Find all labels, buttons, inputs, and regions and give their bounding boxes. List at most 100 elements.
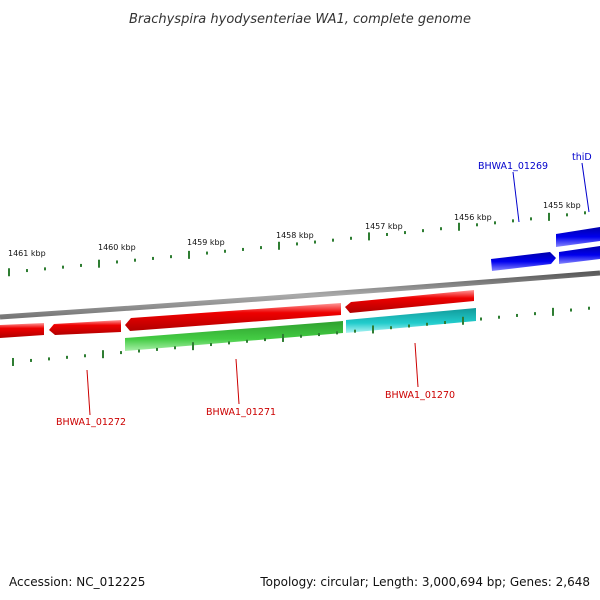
minor-tick bbox=[26, 269, 28, 273]
minor-tick bbox=[336, 331, 338, 335]
gene-feature-BHWA1-01272[interactable] bbox=[49, 320, 121, 335]
minor-tick bbox=[120, 351, 122, 355]
lower-features bbox=[125, 308, 476, 351]
minor-tick bbox=[350, 236, 352, 240]
label-BHWA1-01269[interactable]: BHWA1_01269 bbox=[478, 161, 548, 172]
gene-feature-thiD[interactable] bbox=[556, 227, 600, 247]
minor-tick bbox=[588, 306, 590, 310]
minor-tick bbox=[242, 247, 244, 251]
map-title: Brachyspira hyodysenteriae WA1, complete… bbox=[129, 12, 471, 27]
major-tick bbox=[282, 333, 284, 342]
genome-summary-text: Topology: circular; Length: 3,000,694 bp… bbox=[259, 575, 590, 589]
major-tick bbox=[102, 350, 104, 359]
gene-feature-red-1[interactable] bbox=[0, 323, 44, 338]
minor-tick bbox=[566, 213, 568, 217]
minor-tick bbox=[264, 338, 266, 342]
minor-tick bbox=[408, 324, 410, 328]
major-tick bbox=[278, 241, 280, 250]
outer-tick-track bbox=[8, 211, 586, 277]
label-BHWA1-01270[interactable]: BHWA1_01270 bbox=[385, 390, 455, 401]
gene-feature-green[interactable] bbox=[125, 321, 343, 351]
minor-tick bbox=[66, 355, 68, 359]
label-BHWA1-01271[interactable]: BHWA1_01271 bbox=[206, 407, 276, 418]
gene-feature-BHWA1-01269[interactable] bbox=[491, 252, 556, 271]
minor-tick bbox=[390, 326, 392, 330]
gene-feature-blue-3[interactable] bbox=[559, 246, 600, 264]
minor-tick bbox=[156, 347, 158, 351]
minor-tick bbox=[516, 313, 518, 317]
minor-tick bbox=[174, 346, 176, 350]
minor-tick bbox=[480, 317, 482, 321]
minor-tick bbox=[300, 334, 302, 338]
minor-tick bbox=[440, 227, 442, 231]
tick-label-1461: 1461 kbp bbox=[8, 249, 46, 258]
minor-tick bbox=[386, 232, 388, 236]
minor-tick bbox=[476, 223, 478, 227]
minor-tick bbox=[134, 258, 136, 262]
leader-BHWA1-01271 bbox=[235, 358, 240, 405]
minor-tick bbox=[152, 256, 154, 260]
major-tick bbox=[192, 342, 194, 351]
major-tick bbox=[372, 325, 374, 334]
minor-tick bbox=[494, 221, 496, 225]
gene-feature-BHWA1-01270-red[interactable] bbox=[345, 290, 474, 313]
minor-tick bbox=[48, 357, 50, 361]
major-tick bbox=[368, 232, 370, 241]
minor-tick bbox=[30, 358, 32, 362]
major-tick bbox=[552, 307, 554, 316]
tick-label-1460: 1460 kbp bbox=[98, 243, 136, 252]
tick-label-1455: 1455 kbp bbox=[543, 201, 581, 210]
minor-tick bbox=[354, 329, 356, 333]
minor-tick bbox=[296, 242, 298, 246]
genome-backbone bbox=[0, 270, 600, 320]
leader-BHWA1-01272 bbox=[86, 369, 91, 416]
label-thiD[interactable]: thiD bbox=[572, 152, 592, 163]
minor-tick bbox=[206, 251, 208, 255]
accession-text: Accession: NC_012225 bbox=[9, 575, 145, 589]
major-tick bbox=[98, 259, 100, 268]
minor-tick bbox=[228, 341, 230, 345]
minor-tick bbox=[116, 260, 118, 264]
minor-tick bbox=[44, 267, 46, 271]
minor-tick bbox=[444, 321, 446, 325]
minor-tick bbox=[584, 211, 586, 215]
minor-tick bbox=[426, 322, 428, 326]
minor-tick bbox=[314, 240, 316, 244]
minor-tick bbox=[422, 229, 424, 233]
minor-tick bbox=[246, 339, 248, 343]
blue-features bbox=[491, 227, 600, 271]
minor-tick bbox=[224, 249, 226, 253]
minor-tick bbox=[570, 308, 572, 312]
minor-tick bbox=[84, 354, 86, 358]
leader-BHWA1-01269 bbox=[512, 171, 520, 223]
minor-tick bbox=[404, 231, 406, 235]
leader-BHWA1-01270 bbox=[414, 342, 419, 388]
gene-labels: BHWA1_01269 thiD BHWA1_01272 BHWA1_01271… bbox=[56, 152, 592, 428]
major-tick bbox=[458, 222, 460, 231]
minor-tick bbox=[138, 349, 140, 353]
minor-tick bbox=[498, 315, 500, 319]
tick-label-1457: 1457 kbp bbox=[365, 222, 403, 231]
minor-tick bbox=[62, 265, 64, 269]
major-tick bbox=[462, 316, 464, 325]
red-features bbox=[0, 290, 474, 338]
tick-label-1458: 1458 kbp bbox=[276, 231, 314, 240]
minor-tick bbox=[534, 312, 536, 316]
gene-feature-cyan[interactable] bbox=[346, 308, 476, 333]
ruler-labels: 1461 kbp 1460 kbp 1459 kbp 1458 kbp 1457… bbox=[8, 201, 581, 258]
minor-tick bbox=[210, 343, 212, 347]
minor-tick bbox=[512, 219, 514, 223]
minor-tick bbox=[260, 246, 262, 250]
minor-tick bbox=[530, 217, 532, 221]
inner-tick-track bbox=[12, 306, 590, 366]
minor-tick bbox=[332, 238, 334, 242]
major-tick bbox=[12, 357, 14, 366]
major-tick bbox=[188, 250, 190, 259]
gene-feature-BHWA1-01271-red[interactable] bbox=[125, 303, 341, 331]
label-BHWA1-01272[interactable]: BHWA1_01272 bbox=[56, 417, 126, 428]
major-tick bbox=[548, 212, 550, 221]
minor-tick bbox=[80, 263, 82, 267]
leader-thiD bbox=[581, 162, 590, 213]
tick-label-1459: 1459 kbp bbox=[187, 238, 225, 247]
